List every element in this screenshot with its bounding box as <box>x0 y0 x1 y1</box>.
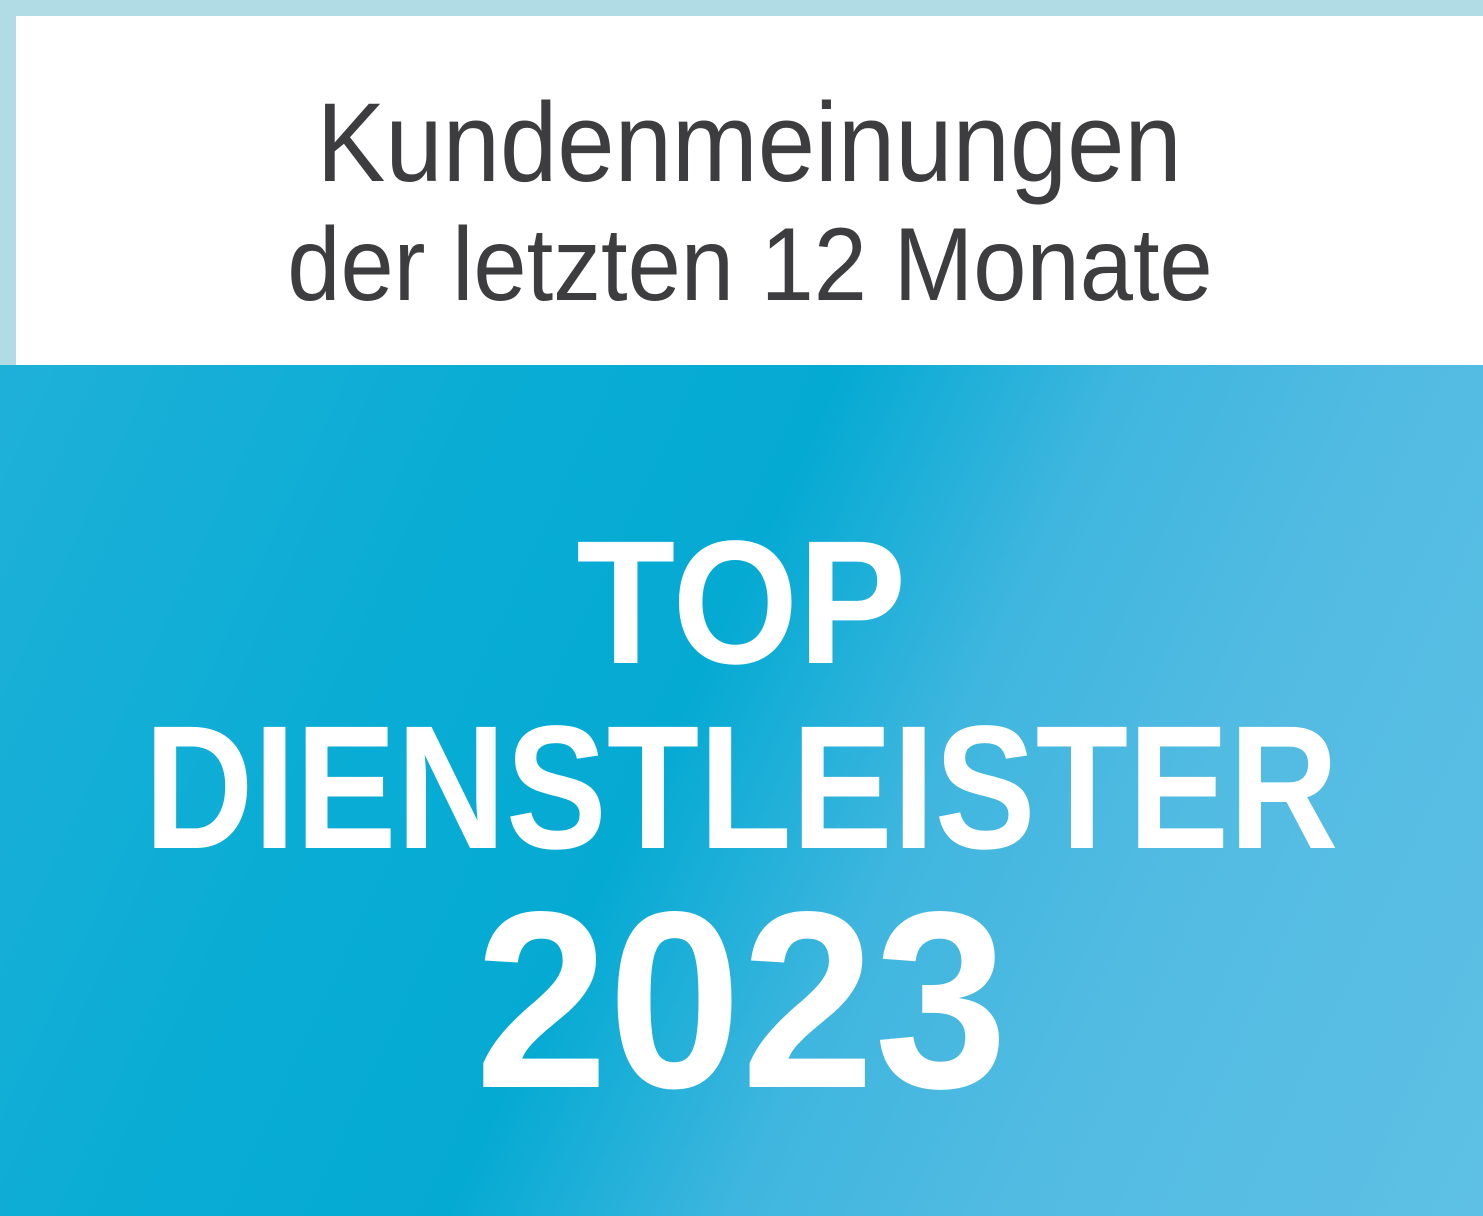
award-title: DIENSTLEISTER <box>0 700 1483 876</box>
header-panel: Kundenmeinungen der letzten 12 Monate <box>16 16 1483 365</box>
header-subtitle-text: der letzten 12 Monate <box>286 207 1213 323</box>
award-top-text: TOP <box>576 505 907 701</box>
header-subtitle: der letzten 12 Monate <box>16 206 1483 325</box>
award-title-text: DIENSTLEISTER <box>144 690 1339 886</box>
award-year: 2023 <box>0 875 1483 1127</box>
header-title: Kundenmeinungen <box>16 78 1483 207</box>
award-year-text: 2023 <box>475 860 1008 1141</box>
award-top: TOP <box>0 515 1483 691</box>
header-title-text: Kundenmeinungen <box>316 80 1183 205</box>
award-panel: TOP DIENSTLEISTER 2023 <box>0 365 1483 1216</box>
